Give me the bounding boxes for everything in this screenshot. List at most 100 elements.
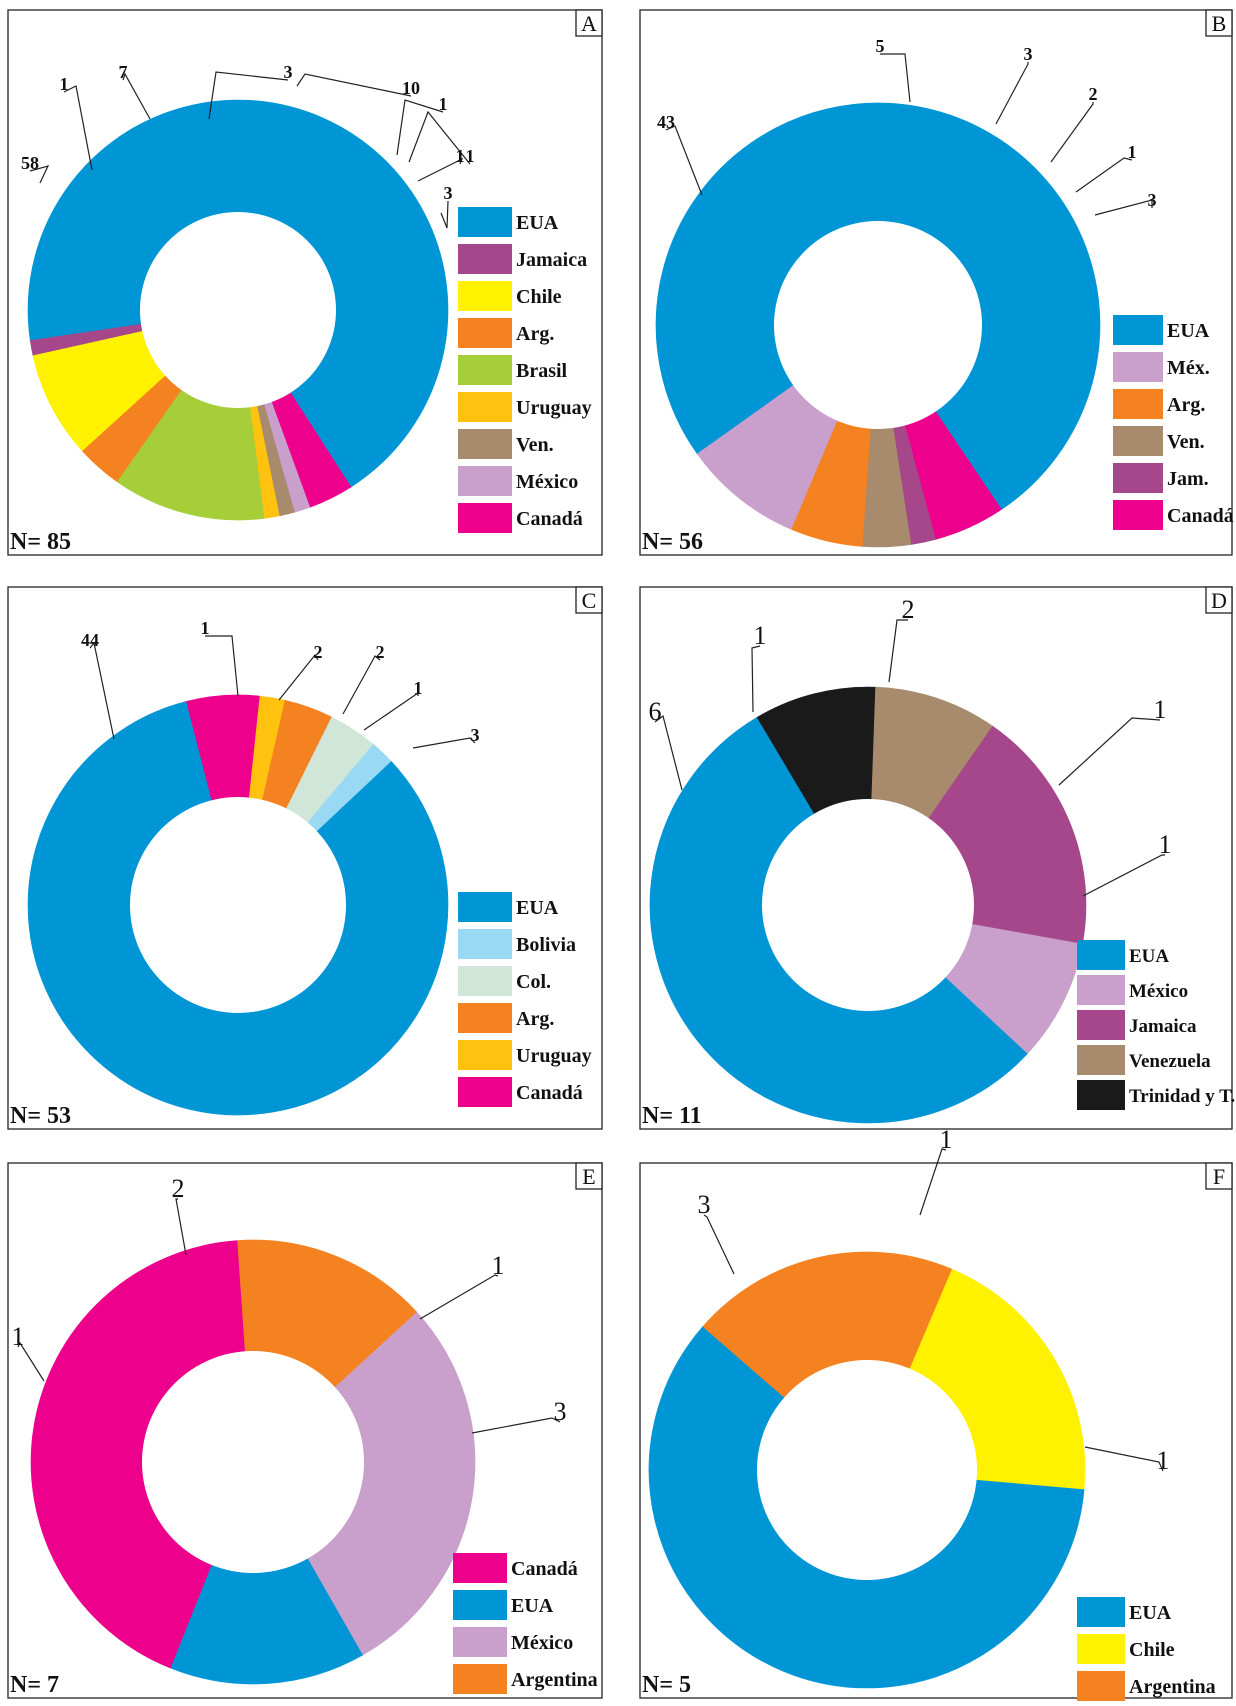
panel-letter: C bbox=[582, 588, 597, 613]
leader-line bbox=[63, 85, 93, 171]
donut-slice bbox=[655, 102, 1101, 510]
data-label: 3 bbox=[698, 1190, 711, 1219]
leader-line bbox=[1082, 854, 1165, 897]
panel-F: F N= 5 1 3 1 EUA Chile Argentina bbox=[639, 1125, 1233, 1701]
donut-hole bbox=[762, 799, 974, 1011]
panel-B: B N= 56 3 43 5 3 2 1 EUA Méx. Arg. Ven. Jam. Canadá bbox=[639, 9, 1234, 556]
leader-line bbox=[417, 157, 464, 182]
leader-line bbox=[1050, 102, 1094, 163]
leader-line bbox=[89, 641, 115, 740]
legend-label: EUA bbox=[1129, 946, 1169, 967]
legend-swatch bbox=[1113, 389, 1163, 419]
legend-swatch bbox=[453, 1590, 507, 1620]
leader-line bbox=[363, 691, 419, 731]
legend-swatch bbox=[458, 503, 512, 533]
legend-label: EUA bbox=[511, 1595, 554, 1617]
legend-swatch bbox=[458, 207, 512, 237]
legend-swatch bbox=[458, 281, 512, 311]
sample-size-label: N= 7 bbox=[10, 1672, 59, 1698]
sample-size-label: N= 53 bbox=[10, 1103, 71, 1129]
data-label: 5 bbox=[876, 36, 885, 56]
legend-label: Canadá bbox=[516, 508, 583, 530]
legend-label: Arg. bbox=[516, 1008, 554, 1030]
legend-label: México bbox=[516, 471, 578, 493]
legend-swatch bbox=[1077, 940, 1125, 970]
legend-label: EUA bbox=[1167, 320, 1210, 342]
legend-label: Canadá bbox=[1167, 505, 1234, 527]
panel-letter-box bbox=[1205, 9, 1233, 37]
data-label: 44 bbox=[81, 630, 99, 650]
sample-size-label: N= 85 bbox=[10, 529, 71, 555]
data-label: 1 bbox=[754, 621, 767, 650]
legend-swatch bbox=[1113, 500, 1163, 530]
legend-swatch bbox=[458, 466, 512, 496]
panel-letter: D bbox=[1211, 588, 1227, 613]
legend-label: Canadá bbox=[511, 1558, 578, 1580]
legend-label: México bbox=[511, 1632, 573, 1654]
data-label: 43 bbox=[657, 112, 675, 132]
legend-swatch bbox=[458, 929, 512, 959]
data-label: 1 bbox=[456, 146, 465, 166]
legend-swatch bbox=[453, 1664, 507, 1694]
legend-swatch bbox=[458, 1077, 512, 1107]
legend-swatch bbox=[1077, 1671, 1125, 1701]
leader-line bbox=[654, 714, 683, 791]
leader-line bbox=[1058, 717, 1161, 786]
leader-line bbox=[296, 73, 412, 97]
data-label: 3 bbox=[1024, 44, 1033, 64]
leader-line bbox=[1094, 199, 1153, 216]
leader-line bbox=[919, 1148, 947, 1216]
leader-line bbox=[751, 645, 761, 713]
donut-hole bbox=[774, 221, 982, 429]
leader-line bbox=[205, 635, 239, 697]
donut-slice bbox=[27, 99, 449, 488]
legend-swatch bbox=[1113, 426, 1163, 456]
legend-swatch bbox=[1077, 975, 1125, 1005]
leader-line bbox=[471, 1417, 561, 1434]
legend-swatch bbox=[458, 966, 512, 996]
panel-C: C N= 53 3 44 1 2 2 1 EUA Bolivia Col. Arg. Uruguay Ca… bbox=[7, 586, 603, 1130]
panel-letter-box bbox=[1205, 1162, 1233, 1190]
leader-line bbox=[995, 62, 1029, 125]
panel-D: D N= 11 1 6 1 2 1 EUA México Jamaica Venezuela Trin… bbox=[639, 586, 1235, 1130]
data-label: 1 bbox=[414, 678, 423, 698]
data-label: 1 bbox=[60, 74, 69, 94]
donut-slice bbox=[927, 725, 1087, 944]
legend-label: Brasil bbox=[516, 360, 568, 382]
legend-swatch bbox=[458, 355, 512, 385]
leader-line bbox=[412, 737, 476, 749]
data-label: 7 bbox=[119, 62, 128, 82]
legend-label: Jam. bbox=[1167, 468, 1209, 490]
leader-line bbox=[1075, 157, 1133, 193]
data-label: 2 bbox=[314, 642, 323, 662]
legend-label: Ven. bbox=[516, 434, 554, 456]
leader-line bbox=[440, 200, 449, 229]
legend-label: Canadá bbox=[516, 1082, 583, 1104]
legend-swatch bbox=[458, 892, 512, 922]
legend-swatch bbox=[458, 1040, 512, 1070]
legend-swatch bbox=[458, 429, 512, 459]
leader-line bbox=[408, 110, 471, 165]
donut-hole bbox=[757, 1360, 977, 1580]
leader-line bbox=[29, 165, 50, 184]
panel-letter-box bbox=[575, 586, 603, 614]
legend-swatch bbox=[458, 1003, 512, 1033]
leader-line bbox=[278, 653, 319, 701]
legend-label: México bbox=[1129, 981, 1188, 1002]
legend-label: Méx. bbox=[1167, 357, 1210, 379]
panel-letter-box bbox=[575, 1162, 603, 1190]
legend-swatch bbox=[1113, 315, 1163, 345]
leader-line bbox=[17, 1341, 45, 1382]
legend-label: EUA bbox=[516, 897, 559, 919]
legend-label: EUA bbox=[1129, 1602, 1172, 1624]
donut-hole bbox=[142, 1351, 364, 1573]
panel-letter-box bbox=[1205, 586, 1233, 614]
legend-swatch bbox=[458, 392, 512, 422]
leader-line bbox=[342, 655, 381, 715]
data-label: 1 bbox=[439, 94, 448, 114]
legend-label: Jamaica bbox=[1129, 1016, 1197, 1037]
data-label: 3 bbox=[284, 62, 293, 82]
legend-swatch bbox=[1077, 1080, 1125, 1110]
legend-label: Chile bbox=[1129, 1639, 1175, 1661]
panel-letter: F bbox=[1213, 1164, 1225, 1189]
